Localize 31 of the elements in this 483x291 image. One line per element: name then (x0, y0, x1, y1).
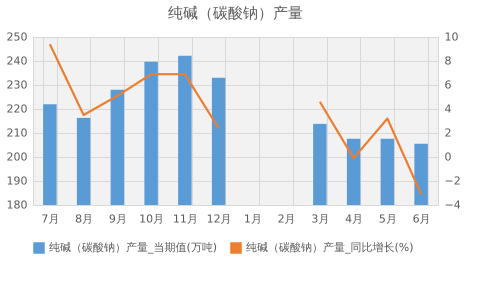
y2-tick-label: 0 (444, 150, 452, 164)
x-tick-label: 8月 (75, 212, 94, 226)
y-tick-label: 240 (6, 54, 28, 68)
x-tick-label: 2月 (278, 212, 296, 226)
y2-tick-label: −2 (444, 174, 461, 188)
y2-tick-label: 6 (444, 78, 452, 92)
x-tick-label: 11月 (172, 212, 198, 226)
chart-title: 纯碱（碳酸钠）产量 (168, 4, 303, 22)
y-tick-label: 190 (6, 174, 28, 188)
y2-tick-label: 4 (444, 102, 452, 116)
x-tick-label: 7月 (41, 212, 60, 226)
y2-tick-label: 2 (444, 126, 452, 140)
legend-label: 纯碱（碳酸钠）产量_同比增长(%) (246, 241, 414, 254)
y-tick-label: 210 (6, 126, 28, 140)
y2-tick-label: 8 (444, 54, 452, 68)
x-tick-label: 12月 (206, 212, 232, 226)
x-tick-label: 1月 (244, 212, 262, 226)
y-tick-label: 220 (6, 102, 28, 116)
y2-tick-label: −4 (444, 198, 461, 212)
x-tick-label: 6月 (412, 212, 431, 226)
x-tick-label: 10月 (139, 212, 164, 226)
x-tick-label: 9月 (108, 212, 127, 226)
x-tick-label: 3月 (311, 212, 330, 226)
y2-tick-label: 10 (444, 30, 458, 44)
x-tick-label: 5月 (378, 212, 397, 226)
x-tick-label: 4月 (345, 212, 364, 226)
y-tick-label: 250 (6, 30, 28, 44)
y-tick-label: 200 (6, 150, 28, 164)
y-tick-label: 180 (6, 198, 28, 212)
legend-label: 纯碱（碳酸钠）产量_当期值(万吨) (49, 241, 218, 254)
y-tick-label: 230 (6, 78, 28, 92)
